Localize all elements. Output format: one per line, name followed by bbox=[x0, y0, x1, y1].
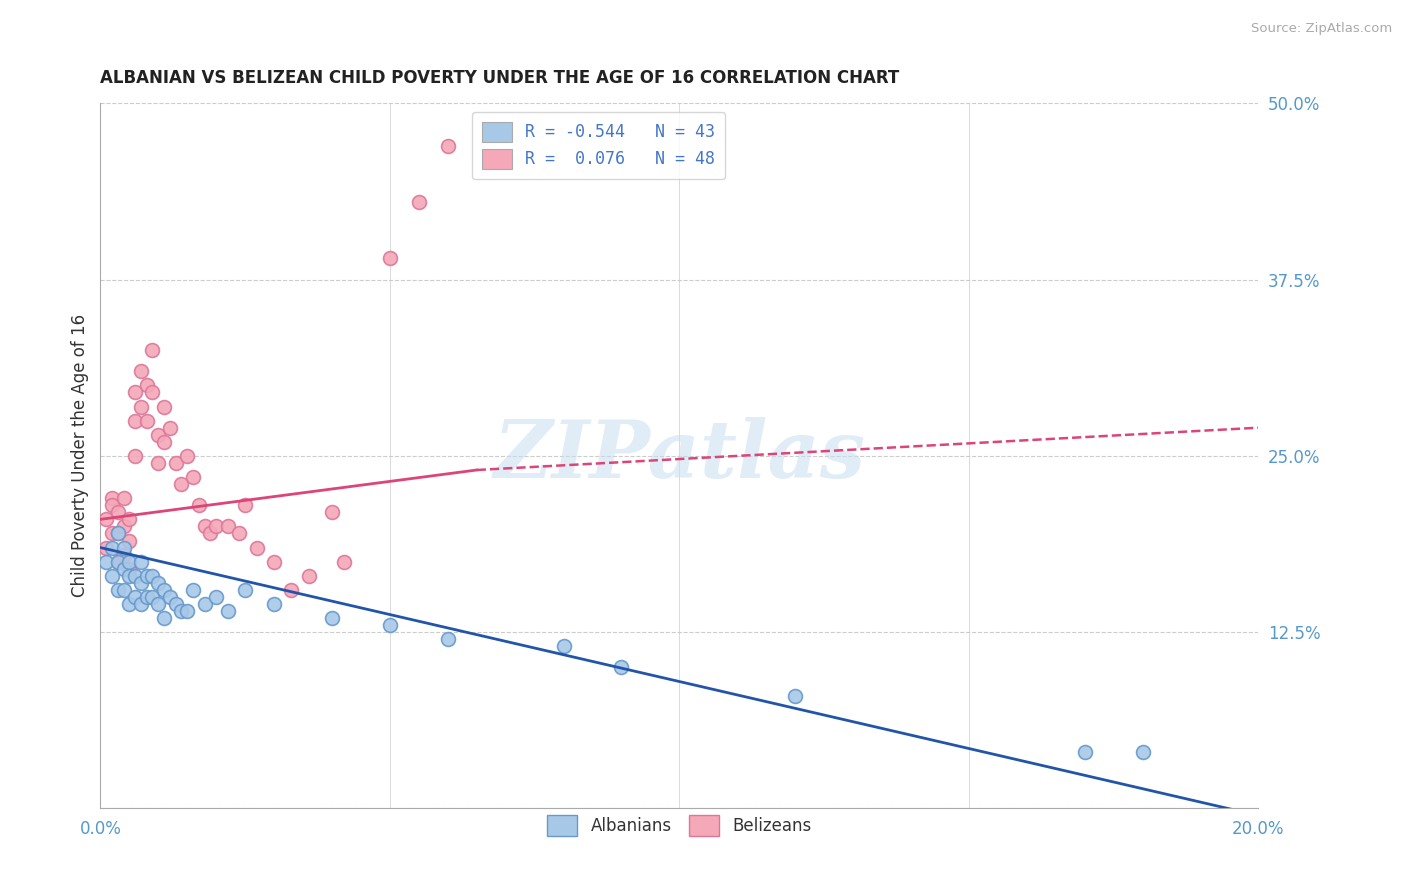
Point bbox=[181, 470, 204, 484]
Point bbox=[321, 505, 343, 519]
Point bbox=[159, 420, 181, 434]
Point bbox=[148, 456, 170, 470]
Point bbox=[378, 618, 401, 632]
Point bbox=[176, 604, 198, 618]
Point bbox=[148, 597, 170, 611]
Text: Source: ZipAtlas.com: Source: ZipAtlas.com bbox=[1251, 22, 1392, 36]
Point bbox=[112, 582, 135, 597]
Point bbox=[141, 343, 163, 358]
Point bbox=[135, 590, 157, 604]
Point bbox=[101, 568, 124, 582]
Point bbox=[187, 498, 209, 512]
Point bbox=[205, 519, 228, 533]
Point bbox=[141, 568, 163, 582]
Point bbox=[107, 555, 129, 569]
Point bbox=[94, 541, 117, 555]
Point bbox=[205, 590, 228, 604]
Point bbox=[129, 364, 152, 378]
Point bbox=[153, 400, 176, 414]
Point bbox=[118, 597, 141, 611]
Point bbox=[135, 568, 157, 582]
Point bbox=[107, 555, 129, 569]
Point bbox=[124, 568, 146, 582]
Point bbox=[153, 434, 176, 449]
Point bbox=[148, 575, 170, 590]
Point bbox=[124, 385, 146, 400]
Legend: Albanians, Belizeans: Albanians, Belizeans bbox=[541, 809, 818, 842]
Point bbox=[94, 555, 117, 569]
Point bbox=[332, 555, 354, 569]
Text: ZIPatlas: ZIPatlas bbox=[494, 417, 866, 495]
Point bbox=[124, 590, 146, 604]
Point bbox=[129, 597, 152, 611]
Point bbox=[112, 562, 135, 576]
Point bbox=[193, 519, 215, 533]
Point bbox=[408, 195, 430, 210]
Point bbox=[159, 590, 181, 604]
Y-axis label: Child Poverty Under the Age of 16: Child Poverty Under the Age of 16 bbox=[72, 314, 89, 598]
Point bbox=[153, 582, 176, 597]
Point bbox=[200, 526, 222, 541]
Point bbox=[153, 611, 176, 625]
Point bbox=[785, 689, 807, 703]
Point bbox=[165, 456, 187, 470]
Point bbox=[610, 660, 633, 674]
Point bbox=[118, 533, 141, 548]
Point bbox=[553, 640, 575, 654]
Point bbox=[148, 427, 170, 442]
Point bbox=[118, 555, 141, 569]
Point bbox=[124, 449, 146, 463]
Point bbox=[129, 400, 152, 414]
Point bbox=[129, 575, 152, 590]
Point bbox=[101, 491, 124, 506]
Point bbox=[112, 491, 135, 506]
Point bbox=[176, 449, 198, 463]
Point bbox=[129, 555, 152, 569]
Point bbox=[233, 498, 256, 512]
Point bbox=[263, 597, 285, 611]
Point bbox=[217, 519, 239, 533]
Point bbox=[170, 477, 193, 491]
Point bbox=[135, 414, 157, 428]
Point bbox=[228, 526, 250, 541]
Point bbox=[118, 562, 141, 576]
Point bbox=[1073, 745, 1095, 759]
Point bbox=[246, 541, 269, 555]
Text: ALBANIAN VS BELIZEAN CHILD POVERTY UNDER THE AGE OF 16 CORRELATION CHART: ALBANIAN VS BELIZEAN CHILD POVERTY UNDER… bbox=[100, 69, 900, 87]
Point bbox=[181, 582, 204, 597]
Point bbox=[112, 541, 135, 555]
Point bbox=[1132, 745, 1154, 759]
Point bbox=[436, 632, 458, 647]
Point bbox=[118, 512, 141, 526]
Point bbox=[233, 582, 256, 597]
Point bbox=[165, 597, 187, 611]
Point bbox=[94, 512, 117, 526]
Point bbox=[193, 597, 215, 611]
Point bbox=[112, 519, 135, 533]
Point bbox=[107, 582, 129, 597]
Point bbox=[436, 138, 458, 153]
Point bbox=[118, 568, 141, 582]
Point bbox=[141, 385, 163, 400]
Point bbox=[124, 414, 146, 428]
Point bbox=[135, 378, 157, 392]
Point bbox=[112, 548, 135, 562]
Point bbox=[321, 611, 343, 625]
Point bbox=[101, 541, 124, 555]
Point bbox=[107, 526, 129, 541]
Point bbox=[217, 604, 239, 618]
Point bbox=[141, 590, 163, 604]
Point bbox=[101, 498, 124, 512]
Point bbox=[101, 526, 124, 541]
Point bbox=[378, 252, 401, 266]
Point bbox=[263, 555, 285, 569]
Point bbox=[298, 568, 321, 582]
Point bbox=[170, 604, 193, 618]
Point bbox=[107, 526, 129, 541]
Point bbox=[280, 582, 302, 597]
Point bbox=[107, 505, 129, 519]
